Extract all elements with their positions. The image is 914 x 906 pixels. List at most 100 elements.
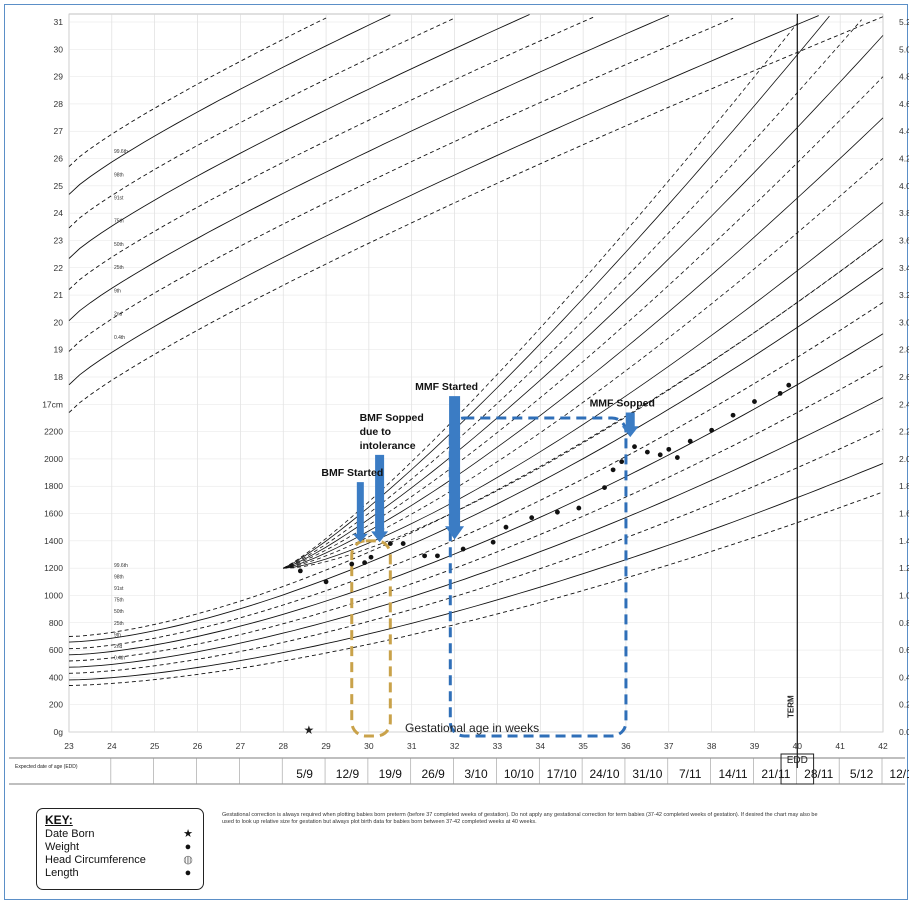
highlight-box <box>448 416 628 738</box>
centile-label: 99.6th <box>114 149 128 155</box>
x-tick-label: 38 <box>707 741 717 751</box>
date-label: 12/9 <box>336 767 360 781</box>
x-tick-label: 39 <box>750 741 760 751</box>
weight-point <box>349 561 355 567</box>
centile-label: 2nd <box>114 644 123 650</box>
left-tick-label: 28 <box>54 99 64 109</box>
length-centile-curve <box>68 17 734 352</box>
right-tick-label: 3.6 <box>899 235 909 245</box>
right-tick-label: 0.4 <box>899 672 909 682</box>
right-tick-label: 5.0 <box>899 44 909 54</box>
left-tick-label: 20 <box>54 317 64 327</box>
left-tick-label: 400 <box>49 672 63 682</box>
weight-point <box>619 459 625 465</box>
weight-points: ★ <box>297 382 792 737</box>
length-centile-curve <box>68 16 884 413</box>
left-tick-label: 2200 <box>44 427 63 437</box>
x-tick-label: 29 <box>321 741 331 751</box>
centile-label: 98th <box>114 172 124 178</box>
centile-labels: 99.6th 99.6th 98th 98th 91st 91st 75th 75th 50th… <box>114 149 128 662</box>
expected-date-label: Expected date of age (EDD) <box>15 764 78 770</box>
centile-label: 0.4th <box>114 335 125 341</box>
x-tick-label: 30 <box>364 741 374 751</box>
date-label: 7/11 <box>679 767 702 781</box>
left-tick-label: 31 <box>54 17 64 27</box>
left-tick-label: 1600 <box>44 509 63 519</box>
left-tick-label: 2000 <box>44 454 63 464</box>
x-tick-label: 35 <box>578 741 588 751</box>
annotation-arrow <box>352 482 368 543</box>
length-centile-curve <box>68 14 530 259</box>
date-label: 24/10 <box>590 767 620 781</box>
left-tick-label: 1400 <box>44 536 63 546</box>
weight-point <box>460 546 466 552</box>
x-tick-label: 24 <box>107 741 117 751</box>
weight-point <box>752 399 757 404</box>
right-tick-label: 2.6 <box>899 372 909 382</box>
right-tick-label: 3.0 <box>899 317 909 327</box>
right-tick-label: 1.6 <box>899 509 909 519</box>
date-label: 21/11 <box>761 767 790 781</box>
x-axis-label: Gestational age in weeks <box>405 721 539 735</box>
left-tick-label: 1200 <box>44 563 63 573</box>
date-label: 14/11 <box>718 767 747 781</box>
weight-centile-curve <box>68 462 884 681</box>
key-box: KEY: Date Born ★ Weight ● Head Circumferen… <box>36 808 204 890</box>
key-item-weight: Weight ● <box>45 841 195 854</box>
centile-label: 9th <box>114 632 121 638</box>
centile-label: 25th <box>114 621 124 627</box>
right-tick-label: 1.0 <box>899 590 909 600</box>
left-tick-label: 600 <box>49 645 63 655</box>
term-label: TERM <box>786 695 795 718</box>
left-tick-label: 30 <box>54 44 64 54</box>
highlight-boxes <box>350 416 628 738</box>
centile-label: 75th <box>114 598 124 604</box>
date-label: 3/10 <box>464 767 488 781</box>
star-icon: ★ <box>183 828 193 840</box>
weight-point <box>687 438 693 444</box>
weight-centile-curve <box>68 397 884 668</box>
weight-point <box>555 509 560 515</box>
date-row: Expected date of age (EDD) 5/9 12/9 19/9 26/… <box>9 753 914 785</box>
centile-label: 9th <box>114 288 121 294</box>
right-axis-ticks: 0.0kg 0.2 0.4 0.6 0.8 1.0 1.2 1.4 1.6 1.8 2.0 2.2 2.… <box>899 17 914 737</box>
right-tick-label: 4.8 <box>899 72 909 82</box>
plot-border <box>68 13 884 733</box>
chart-frame: 99.6th 99.6th 98th 98th 91st 91st 75th 75th 50th… <box>4 4 914 900</box>
centile-label: 25th <box>114 265 124 271</box>
annotation-arrow <box>621 412 639 438</box>
x-axis-ticks: 23 24 25 26 27 28 29 30 31 32 33 34 35 36 37 38 39 40 41 42 <box>64 741 888 751</box>
weight-point <box>387 541 393 546</box>
left-tick-label: 800 <box>49 618 63 628</box>
annotation-text: BMF Started <box>321 467 383 479</box>
weight-point <box>674 455 680 460</box>
weight-point <box>644 449 650 455</box>
key-item-length: Length ● <box>45 867 195 880</box>
x-tick-label: 25 <box>150 741 160 751</box>
date-label: 5/9 <box>296 767 313 781</box>
weight-centile-curve <box>68 333 884 656</box>
x-tick-label: 36 <box>621 741 631 751</box>
head-centile-curve <box>282 22 798 569</box>
date-label: 19/9 <box>379 767 403 781</box>
head-centile-curve <box>283 19 862 569</box>
centile-label: 2nd <box>114 312 123 318</box>
left-tick-label: 0g <box>54 727 64 737</box>
weight-point <box>730 412 736 418</box>
x-tick-label: 28 <box>278 741 288 751</box>
x-tick-label: 41 <box>835 741 845 751</box>
left-tick-label: 26 <box>54 154 64 164</box>
annotation-arrow <box>371 454 389 543</box>
weight-point <box>362 560 368 566</box>
left-tick-label: 19 <box>54 345 64 355</box>
weight-point <box>632 444 637 450</box>
dot-icon: ● <box>184 841 192 853</box>
left-tick-label: 22 <box>54 263 64 273</box>
left-tick-label: 21 <box>54 290 64 300</box>
left-tick-label: 25 <box>54 181 64 191</box>
x-tick-label: 37 <box>664 741 674 751</box>
centile-label: 75th <box>114 219 124 225</box>
date-label: 26/9 <box>421 767 445 781</box>
left-tick-label: 27 <box>54 126 64 136</box>
weight-point <box>610 467 616 473</box>
